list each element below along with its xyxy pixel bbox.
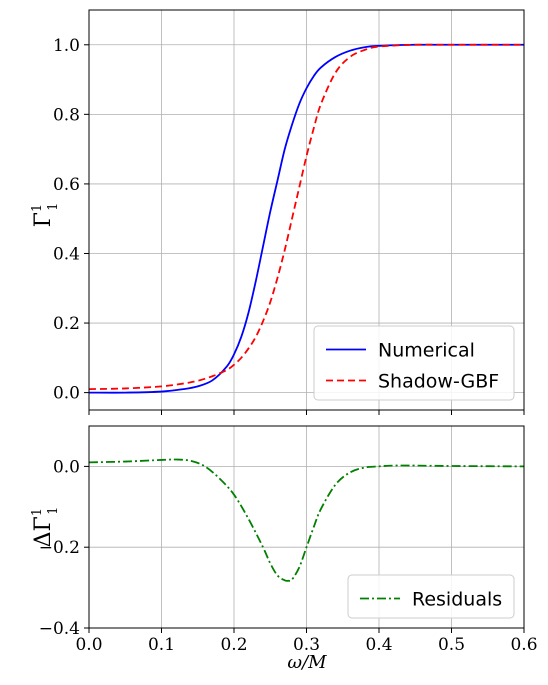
x-tick-label: 0.2	[220, 635, 247, 655]
bottom-lines	[88, 458, 525, 582]
legend-label: Numerical	[378, 340, 475, 362]
series-line-numerical	[88, 43, 524, 394]
legend-label: Shadow-GBF	[378, 371, 499, 393]
y-tick-label: 1.0	[53, 36, 80, 56]
x-tick-label: 0.4	[365, 635, 392, 655]
top-legend: Numerical Shadow-GBF	[313, 325, 515, 401]
top-lines	[88, 43, 524, 394]
y-tick-label: 0.8	[53, 105, 80, 125]
y-tick-label: −0.2	[39, 538, 80, 558]
bottom-ylabel: ΔΓ11	[30, 507, 61, 548]
x-tick-label: 0.0	[75, 635, 102, 655]
bottom-ylabel-sup: 1	[30, 508, 45, 516]
x-tick-label: 0.3	[293, 635, 320, 655]
y-tick-label: −0.4	[39, 619, 80, 639]
legend-box	[313, 325, 515, 401]
top-ticks: 0.0 0.2 0.4 0.6 0.8 1.0	[53, 36, 525, 415]
bottom-legend: Residuals	[347, 574, 515, 619]
y-tick-label: 0.2	[53, 314, 80, 334]
x-axis-label: ω/M	[287, 652, 327, 673]
y-tick-label: 0.4	[53, 244, 80, 264]
series-line-shadow-gbf	[88, 43, 524, 391]
top-ylabel-sup: 1	[30, 204, 45, 212]
x-tick-label: 0.1	[148, 635, 175, 655]
top-ylabel-sub: 1	[46, 203, 61, 211]
legend-label: Residuals	[412, 589, 502, 611]
top-ylabel-main: Γ	[31, 212, 56, 227]
bottom-ylabel-main: ΔΓ	[31, 516, 56, 547]
x-tick-label: 0.6	[510, 635, 537, 655]
bottom-ylabel-sub: 1	[46, 507, 61, 515]
top-panel: 0.0 0.2 0.4 0.6 0.8 1.0 Γ11 Numerical Shadow-G…	[30, 9, 525, 415]
y-tick-label: 0.6	[53, 175, 80, 195]
x-tick-label: 0.5	[438, 635, 465, 655]
legend-box	[347, 574, 515, 619]
y-tick-label: 0.0	[53, 384, 80, 404]
bottom-panel: 0.0 0.1 0.2 0.3 0.4 0.5 0.6 0.0 −0.2 −0.4 ΔΓ11 ω/…	[30, 425, 538, 673]
series-line-residuals	[88, 458, 525, 582]
top-ylabel: Γ11	[30, 203, 61, 228]
y-tick-label: 0.0	[53, 457, 80, 477]
bottom-ticks: 0.0 0.1 0.2 0.3 0.4 0.5 0.6 0.0 −0.2 −0.4	[39, 457, 538, 655]
